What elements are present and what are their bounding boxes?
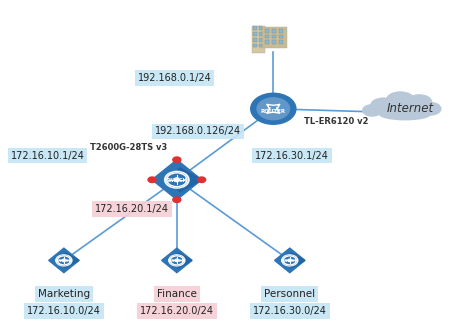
Ellipse shape	[407, 95, 431, 109]
Polygon shape	[49, 248, 79, 273]
Text: 192.168.0.1/24: 192.168.0.1/24	[137, 73, 211, 83]
Text: Internet: Internet	[386, 102, 433, 115]
FancyBboxPatch shape	[253, 38, 257, 42]
Text: SWITCH: SWITCH	[55, 259, 73, 263]
Text: Marketing: Marketing	[38, 289, 90, 299]
Circle shape	[198, 177, 206, 182]
Circle shape	[164, 171, 189, 188]
Ellipse shape	[363, 105, 382, 116]
FancyBboxPatch shape	[272, 29, 276, 33]
FancyBboxPatch shape	[265, 29, 269, 33]
Circle shape	[56, 255, 72, 266]
Circle shape	[167, 173, 187, 187]
FancyBboxPatch shape	[259, 44, 263, 48]
Text: T2600G-28TS v3: T2600G-28TS v3	[90, 143, 167, 152]
Text: TL-ER6120 v2: TL-ER6120 v2	[304, 117, 368, 126]
Text: 172.16.10.1/24: 172.16.10.1/24	[10, 151, 84, 161]
Circle shape	[175, 259, 179, 261]
FancyBboxPatch shape	[253, 26, 257, 30]
Text: SWITCH: SWITCH	[281, 259, 299, 263]
Text: 172.16.30.1/24: 172.16.30.1/24	[255, 151, 329, 161]
FancyBboxPatch shape	[253, 32, 257, 36]
FancyBboxPatch shape	[252, 26, 265, 53]
FancyBboxPatch shape	[272, 35, 276, 39]
Text: 172.16.10.0/24: 172.16.10.0/24	[27, 306, 101, 316]
Circle shape	[169, 255, 185, 266]
Circle shape	[256, 97, 290, 121]
FancyBboxPatch shape	[272, 40, 276, 44]
FancyBboxPatch shape	[279, 29, 283, 33]
Polygon shape	[171, 168, 201, 192]
Text: Finance: Finance	[157, 289, 197, 299]
Circle shape	[288, 259, 292, 261]
Circle shape	[283, 256, 296, 265]
FancyBboxPatch shape	[265, 40, 269, 44]
FancyBboxPatch shape	[279, 35, 283, 39]
Circle shape	[148, 177, 156, 182]
FancyBboxPatch shape	[265, 35, 269, 39]
FancyBboxPatch shape	[259, 26, 263, 30]
Ellipse shape	[371, 98, 397, 112]
Text: 192.168.0.126/24: 192.168.0.126/24	[155, 126, 241, 136]
FancyBboxPatch shape	[262, 27, 287, 48]
Polygon shape	[274, 248, 305, 273]
FancyBboxPatch shape	[259, 38, 263, 42]
Text: 172.16.20.0/24: 172.16.20.0/24	[140, 306, 214, 316]
Text: Personnel: Personnel	[264, 289, 315, 299]
Text: 172.16.30.0/24: 172.16.30.0/24	[253, 306, 327, 316]
Text: SWITCH: SWITCH	[168, 259, 186, 263]
Polygon shape	[162, 248, 192, 273]
Circle shape	[282, 255, 298, 266]
Circle shape	[170, 256, 183, 265]
Circle shape	[173, 197, 181, 202]
FancyBboxPatch shape	[259, 32, 263, 36]
Ellipse shape	[387, 92, 414, 108]
Polygon shape	[173, 253, 192, 268]
Polygon shape	[60, 253, 79, 268]
Text: ROUTER: ROUTER	[261, 109, 286, 114]
Ellipse shape	[421, 103, 441, 115]
Circle shape	[251, 93, 296, 124]
Circle shape	[173, 157, 181, 162]
Polygon shape	[286, 253, 305, 268]
Text: SWITCH: SWITCH	[166, 178, 188, 183]
Circle shape	[62, 259, 66, 261]
Ellipse shape	[379, 108, 431, 120]
FancyBboxPatch shape	[279, 40, 283, 44]
Text: 172.16.20.1/24: 172.16.20.1/24	[95, 204, 169, 214]
Polygon shape	[152, 160, 201, 200]
Circle shape	[174, 178, 180, 181]
Circle shape	[57, 256, 71, 265]
FancyBboxPatch shape	[253, 44, 257, 48]
